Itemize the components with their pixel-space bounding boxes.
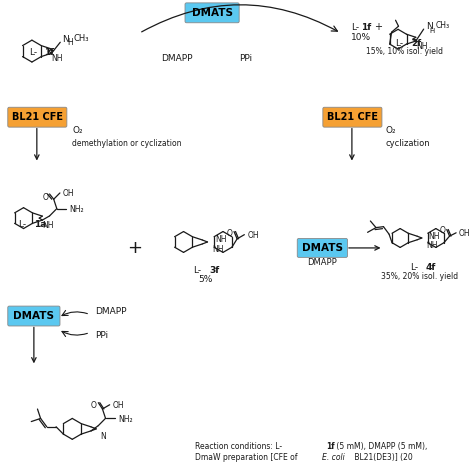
Text: demethylation or cyclization: demethylation or cyclization [72,139,182,148]
Text: DMATS: DMATS [302,243,343,253]
Text: DMATS: DMATS [191,8,233,18]
Text: NH: NH [215,235,227,244]
Text: O₂: O₂ [385,126,396,135]
Text: 3f: 3f [209,266,219,275]
Text: CH₃: CH₃ [436,21,450,30]
Text: OH: OH [113,401,124,410]
FancyBboxPatch shape [8,107,67,127]
Text: L-: L- [18,220,27,229]
Text: NH: NH [428,232,439,241]
Text: 10%: 10% [351,33,371,42]
Text: O: O [43,192,48,201]
Text: 15%, 10% isol. yield: 15%, 10% isol. yield [366,47,443,56]
Text: (5 mM), DMAPP (5 mM),: (5 mM), DMAPP (5 mM), [334,442,428,451]
Text: OH: OH [63,190,74,199]
Text: CH₃: CH₃ [73,34,89,43]
Text: O: O [227,229,232,238]
Text: NH: NH [426,241,437,250]
Text: H: H [429,28,435,34]
Text: O₂: O₂ [72,126,83,135]
Text: DMAPP: DMAPP [95,307,127,316]
Text: DMATS: DMATS [13,311,55,321]
Text: L-: L- [193,266,201,275]
Text: PPi: PPi [95,331,108,340]
FancyBboxPatch shape [297,238,347,257]
Text: PPi: PPi [239,54,252,63]
Text: 4f: 4f [426,263,436,272]
Text: BL21(DE3)] (20: BL21(DE3)] (20 [352,453,413,462]
Text: Reaction conditions: L-: Reaction conditions: L- [195,442,283,451]
Text: E. coli: E. coli [322,453,345,462]
FancyBboxPatch shape [185,3,239,23]
Text: 5%: 5% [198,275,212,284]
Text: N: N [426,22,432,31]
Text: NH: NH [42,220,54,229]
FancyBboxPatch shape [8,306,60,326]
Text: NH: NH [212,246,224,255]
Text: 1f: 1f [326,442,335,451]
Text: L-: L- [410,263,418,272]
Text: OH: OH [459,229,471,238]
Text: NH₂: NH₂ [118,415,132,424]
Text: H: H [67,38,73,47]
Text: O: O [440,227,446,236]
Text: NH: NH [51,54,63,63]
Text: L-: L- [351,23,359,32]
Text: 35%, 20% isol. yield: 35%, 20% isol. yield [381,272,458,281]
Text: 1f: 1f [44,47,54,56]
FancyBboxPatch shape [323,107,382,127]
Text: OH: OH [247,231,259,240]
Text: N: N [62,35,69,44]
Text: N: N [100,432,106,441]
Text: DmaW preparation [CFE of: DmaW preparation [CFE of [195,453,300,462]
Text: DMAPP: DMAPP [161,54,192,63]
Text: L-: L- [29,47,37,56]
Text: 2f: 2f [411,39,421,48]
Text: O: O [91,401,96,410]
Text: DMAPP: DMAPP [308,258,337,267]
Text: 1f: 1f [361,23,371,32]
Text: +: + [127,239,142,257]
Text: +: + [374,22,382,32]
Text: 1a: 1a [34,220,46,229]
Text: L-: L- [395,39,403,48]
Text: NH: NH [416,42,428,51]
Text: NH₂: NH₂ [69,205,84,214]
Text: BL21 CFE: BL21 CFE [12,112,63,122]
Text: cyclization: cyclization [385,139,430,148]
Text: BL21 CFE: BL21 CFE [327,112,378,122]
